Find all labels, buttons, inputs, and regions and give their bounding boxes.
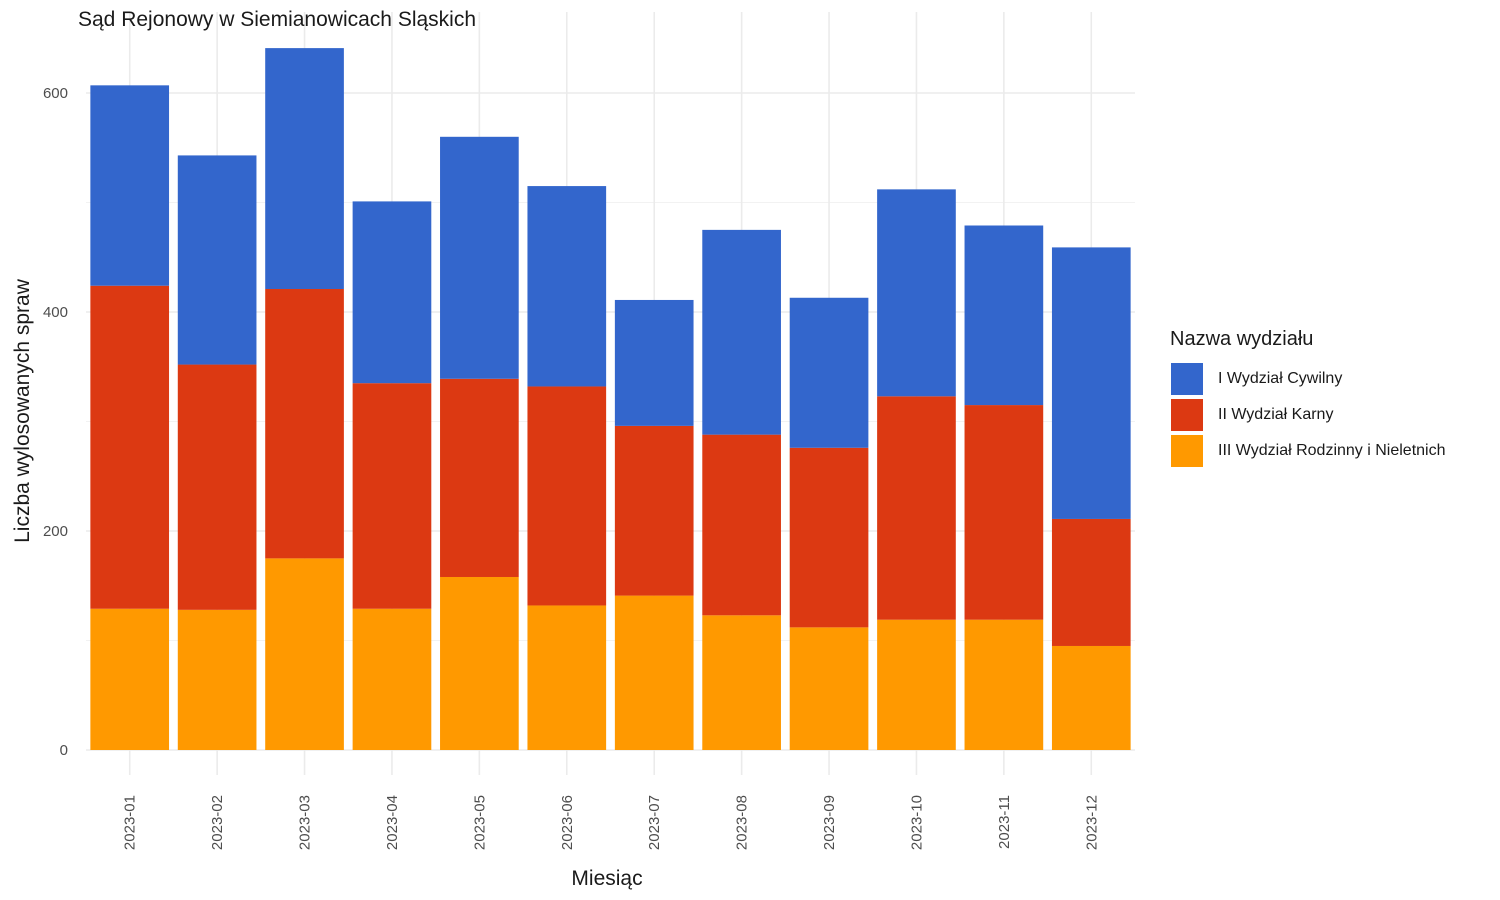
x-tick-label: 2023-12 xyxy=(1083,795,1100,850)
y-tick-label: 400 xyxy=(43,304,68,321)
bar-segment xyxy=(789,447,869,628)
x-tick-label: 2023-02 xyxy=(209,795,226,850)
bar-segment xyxy=(877,396,956,620)
x-tick-labels: 2023-01 2023-02 2023-03 2023-04 2023-05 2023-… xyxy=(122,795,1101,850)
legend-item-karny: II Wydział Karny xyxy=(1170,397,1446,433)
bar-segment xyxy=(614,595,694,750)
legend-item-cywilny: I Wydział Cywilny xyxy=(1170,361,1446,397)
x-tick-label: 2023-09 xyxy=(821,795,838,850)
bar-segment xyxy=(265,289,344,559)
bar-segment xyxy=(877,189,956,397)
bar-segment xyxy=(527,386,607,606)
bar-segment xyxy=(527,186,607,387)
y-axis-title: Liczba wylosowanych spraw xyxy=(11,278,34,543)
bar-segment xyxy=(964,405,1044,620)
bar-segment xyxy=(1051,518,1131,646)
bar-segment xyxy=(352,608,432,750)
y-tick-label: 600 xyxy=(43,85,68,102)
legend-label: III Wydział Rodzinny i Nieletnich xyxy=(1218,442,1446,459)
bar-segment xyxy=(265,558,344,750)
bars xyxy=(90,48,1131,750)
x-tick-label: 2023-11 xyxy=(996,795,1013,849)
bar-segment xyxy=(1051,247,1131,519)
bar-segment xyxy=(789,297,869,448)
x-tick-label: 2023-06 xyxy=(559,795,576,850)
bar-segment xyxy=(90,608,170,750)
bar-segment xyxy=(527,605,607,750)
legend-key-rodzinny xyxy=(1170,434,1204,468)
y-tick-label: 200 xyxy=(43,523,68,540)
bar-segment xyxy=(702,229,781,435)
bar-segment xyxy=(789,627,869,750)
bar-segment xyxy=(177,364,257,610)
x-tick-label: 2023-08 xyxy=(734,795,751,850)
bar-segment xyxy=(352,383,432,609)
bar-segment xyxy=(177,155,257,365)
legend: Nazwa wydziału I Wydział Cywilny II Wydz… xyxy=(1170,328,1446,469)
bar-segment xyxy=(702,434,781,616)
bar-segment xyxy=(964,225,1044,406)
bar-segment xyxy=(1051,645,1131,750)
x-tick-label: 2023-10 xyxy=(908,795,925,850)
legend-key-cywilny xyxy=(1170,362,1204,396)
legend-item-rodzinny: III Wydział Rodzinny i Nieletnich xyxy=(1170,433,1446,469)
bar-segment xyxy=(90,285,170,609)
legend-title: Nazwa wydziału xyxy=(1170,328,1314,350)
x-axis-title: Miesiąc xyxy=(571,867,642,890)
bar-segment xyxy=(440,576,519,750)
y-tick-label: 0 xyxy=(60,742,68,759)
bar-segment xyxy=(177,609,257,750)
x-tick-label: 2023-04 xyxy=(384,795,401,850)
bar-segment xyxy=(702,615,781,750)
y-tick-labels: 0 200 400 600 xyxy=(43,85,68,759)
x-tick-label: 2023-05 xyxy=(471,795,488,850)
chart-title: Sąd Rejonowy w Siemianowicach Sląskich xyxy=(78,8,476,31)
bar-segment xyxy=(964,619,1044,750)
x-tick-label: 2023-01 xyxy=(122,795,139,850)
legend-label: I Wydział Cywilny xyxy=(1218,370,1343,387)
x-tick-label: 2023-03 xyxy=(297,795,314,850)
bar-segment xyxy=(440,136,519,379)
x-tick-label: 2023-07 xyxy=(646,795,663,850)
bar-segment xyxy=(877,619,956,750)
bar-segment xyxy=(614,299,694,426)
bar-segment xyxy=(352,201,432,384)
bar-segment xyxy=(614,425,694,596)
bar-segment xyxy=(90,85,170,286)
bar-segment xyxy=(440,378,519,577)
legend-label: II Wydział Karny xyxy=(1218,406,1334,423)
legend-key-karny xyxy=(1170,398,1204,432)
bar-segment xyxy=(265,48,344,290)
